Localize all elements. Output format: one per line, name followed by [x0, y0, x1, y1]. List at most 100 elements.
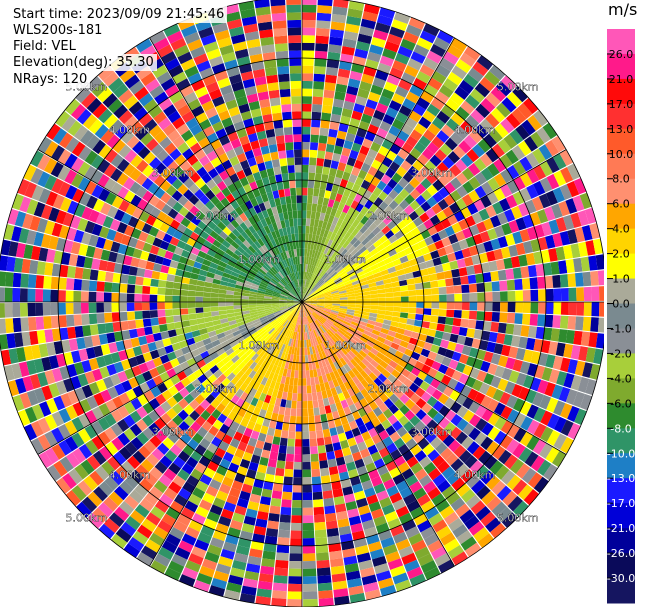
gate-cell	[526, 435, 540, 451]
gate-cell	[387, 414, 398, 426]
gate-cell	[113, 263, 123, 274]
gate-cell	[278, 271, 284, 279]
gate-cell	[410, 351, 421, 361]
gate-cell	[279, 261, 285, 269]
gate-cell	[83, 475, 99, 491]
gate-cell	[302, 362, 306, 371]
gate-cell	[272, 292, 281, 297]
gate-cell	[538, 144, 553, 161]
gate-cell	[248, 296, 257, 300]
gate-cell	[282, 309, 290, 315]
gate-cell	[257, 91, 270, 101]
gate-cell	[84, 220, 96, 234]
gate-cell	[376, 14, 393, 27]
gate-cell	[166, 243, 177, 253]
gate-cell	[397, 345, 407, 354]
gate-cell	[356, 353, 365, 362]
gate-cell	[245, 277, 254, 283]
gate-cell	[302, 553, 316, 562]
gate-cell	[323, 497, 335, 507]
gate-cell	[141, 302, 150, 311]
gate-cell	[339, 337, 348, 345]
gate-cell	[453, 285, 462, 294]
gate-cell	[210, 306, 219, 312]
gate-cell	[319, 315, 327, 322]
gate-cell	[408, 532, 424, 546]
gate-cell	[209, 262, 219, 270]
gate-cell	[254, 0, 270, 9]
gate-cell	[306, 316, 311, 324]
gate-cell	[280, 220, 286, 229]
gate-cell	[243, 515, 257, 526]
gate-cell	[313, 250, 319, 259]
gate-cell	[209, 335, 219, 343]
gate-cell	[182, 326, 192, 334]
gate-cell	[266, 286, 275, 292]
gate-cell	[347, 78, 361, 89]
gate-cell	[282, 484, 293, 493]
gate-cell	[23, 244, 34, 260]
gate-cell	[227, 316, 236, 322]
gate-cell	[541, 221, 553, 236]
gate-cell	[102, 215, 114, 229]
gate-cell	[211, 339, 221, 348]
gate-cell	[80, 302, 89, 314]
gate-cell	[450, 112, 465, 126]
gate-cell	[123, 95, 139, 110]
gate-cell	[388, 383, 399, 394]
gate-cell	[248, 245, 256, 254]
range-ring-label: 1.00km	[238, 339, 280, 352]
gate-cell	[286, 300, 295, 302]
gate-cell	[423, 129, 436, 142]
gate-cell	[464, 455, 478, 469]
gate-cell	[567, 405, 580, 422]
gate-cell	[256, 588, 272, 598]
gate-cell	[480, 470, 495, 485]
gate-cell	[64, 169, 78, 185]
gate-cell	[323, 322, 331, 329]
gate-cell	[81, 92, 97, 109]
range-ring-label: 2.00km	[367, 210, 409, 223]
gate-cell	[45, 249, 56, 263]
gate-cell	[378, 190, 388, 201]
gate-cell	[218, 260, 228, 268]
gate-cell	[551, 135, 566, 153]
gate-cell	[261, 449, 271, 459]
gate-cell	[408, 258, 418, 267]
gate-cell	[260, 281, 268, 287]
gate-cell	[265, 128, 276, 138]
gate-cell	[307, 408, 314, 417]
gate-cell	[215, 211, 226, 222]
gate-cell	[212, 22, 228, 34]
gate-cell	[252, 318, 261, 324]
gate-cell	[478, 450, 492, 465]
gate-cell	[307, 291, 314, 298]
gate-cell	[380, 174, 392, 185]
gate-cell	[452, 276, 462, 286]
colorbar: 26.021.017.013.010.08.06.04.02.01.00.0-1…	[607, 29, 635, 604]
gate-cell	[259, 98, 271, 109]
gate-cell	[425, 207, 436, 219]
gate-cell	[403, 31, 419, 44]
gate-cell	[348, 271, 357, 278]
gate-cell	[347, 508, 360, 519]
gate-cell	[175, 268, 185, 277]
gate-cell	[195, 383, 206, 394]
gate-cell	[276, 142, 286, 152]
gate-cell	[316, 293, 324, 298]
gate-cell	[262, 332, 270, 340]
gate-cell	[321, 312, 330, 318]
gate-cell	[19, 392, 32, 409]
gate-cell	[0, 349, 12, 366]
gate-cell	[431, 136, 445, 149]
gate-cell	[304, 347, 308, 356]
gate-cell	[330, 288, 339, 293]
gate-cell	[124, 401, 136, 415]
gate-cell	[200, 332, 210, 341]
gate-cell	[259, 29, 274, 39]
gate-cell	[271, 295, 280, 299]
gate-cell	[456, 185, 468, 198]
gate-cell	[201, 379, 212, 389]
gate-cell	[253, 204, 262, 214]
gate-cell	[436, 210, 447, 222]
